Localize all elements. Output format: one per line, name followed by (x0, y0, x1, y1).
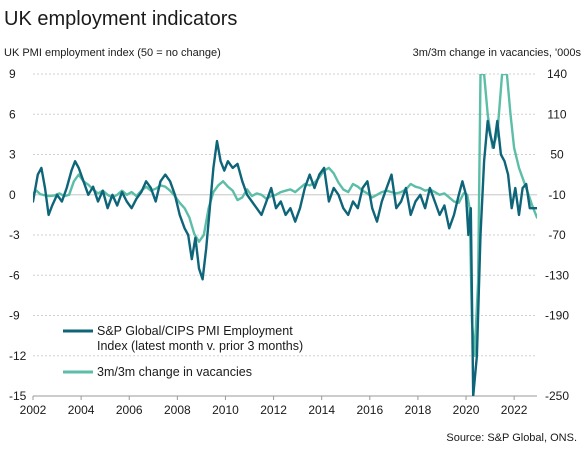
left-axis-ticks: 9 6 3 0 -3 -6 -9 -12 -15 (9, 67, 27, 403)
x-tick-label: 2016 (356, 403, 383, 417)
left-tick-label: 6 (9, 107, 16, 121)
series-layer (33, 74, 537, 396)
left-tick-label: -3 (9, 228, 20, 242)
x-tick-label: 2010 (212, 403, 239, 417)
x-tick-label: 2008 (164, 403, 191, 417)
x-tick-label: 2002 (20, 403, 47, 417)
x-tick-label: 2022 (501, 403, 528, 417)
legend: S&P Global/CIPS PMI Employment Index (la… (63, 324, 303, 379)
left-tick-label: -12 (9, 349, 27, 363)
x-axis-ticks: 2002 2004 2006 2008 2010 2012 2014 2016 2018 2020… (20, 395, 537, 417)
left-tick-label: -15 (9, 389, 27, 403)
right-tick-label: -70 (548, 228, 566, 242)
legend-label-pmi-line1: S&P Global/CIPS PMI Employment (97, 324, 293, 338)
right-tick-label: -190 (545, 309, 569, 323)
x-tick-label: 2012 (260, 403, 287, 417)
right-tick-label: -10 (548, 188, 566, 202)
left-tick-label: -9 (9, 309, 20, 323)
left-tick-label: 0 (9, 188, 16, 202)
right-tick-label: 50 (550, 148, 564, 162)
x-tick-label: 2018 (405, 403, 432, 417)
legend-label-vacancies: 3m/3m change in vacancies (97, 365, 252, 379)
right-axis-title: 3m/3m change in vacancies, '000s (413, 47, 582, 59)
right-axis-ticks: 140 110 50 -10 -70 -130 -190 -250 (545, 67, 569, 403)
right-tick-label: 140 (547, 67, 567, 81)
legend-label-pmi-line2: Index (latest month v. prior 3 months) (97, 339, 303, 353)
x-tick-label: 2006 (116, 403, 143, 417)
left-tick-label: 9 (9, 67, 16, 81)
chart-title: UK employment indicators (4, 8, 237, 30)
left-tick-label: 3 (9, 148, 16, 162)
source-note: Source: S&P Global, ONS. (446, 432, 577, 444)
right-tick-label: 110 (547, 107, 566, 121)
left-tick-label: -6 (9, 268, 20, 282)
series-line-pmi (33, 119, 537, 396)
left-axis-title: UK PMI employment index (50 = no change) (4, 47, 221, 59)
x-tick-label: 2020 (453, 403, 480, 417)
x-tick-label: 2004 (68, 403, 95, 417)
right-tick-label: -130 (545, 268, 569, 282)
right-tick-label: -250 (545, 389, 569, 403)
x-tick-label: 2014 (308, 403, 335, 417)
